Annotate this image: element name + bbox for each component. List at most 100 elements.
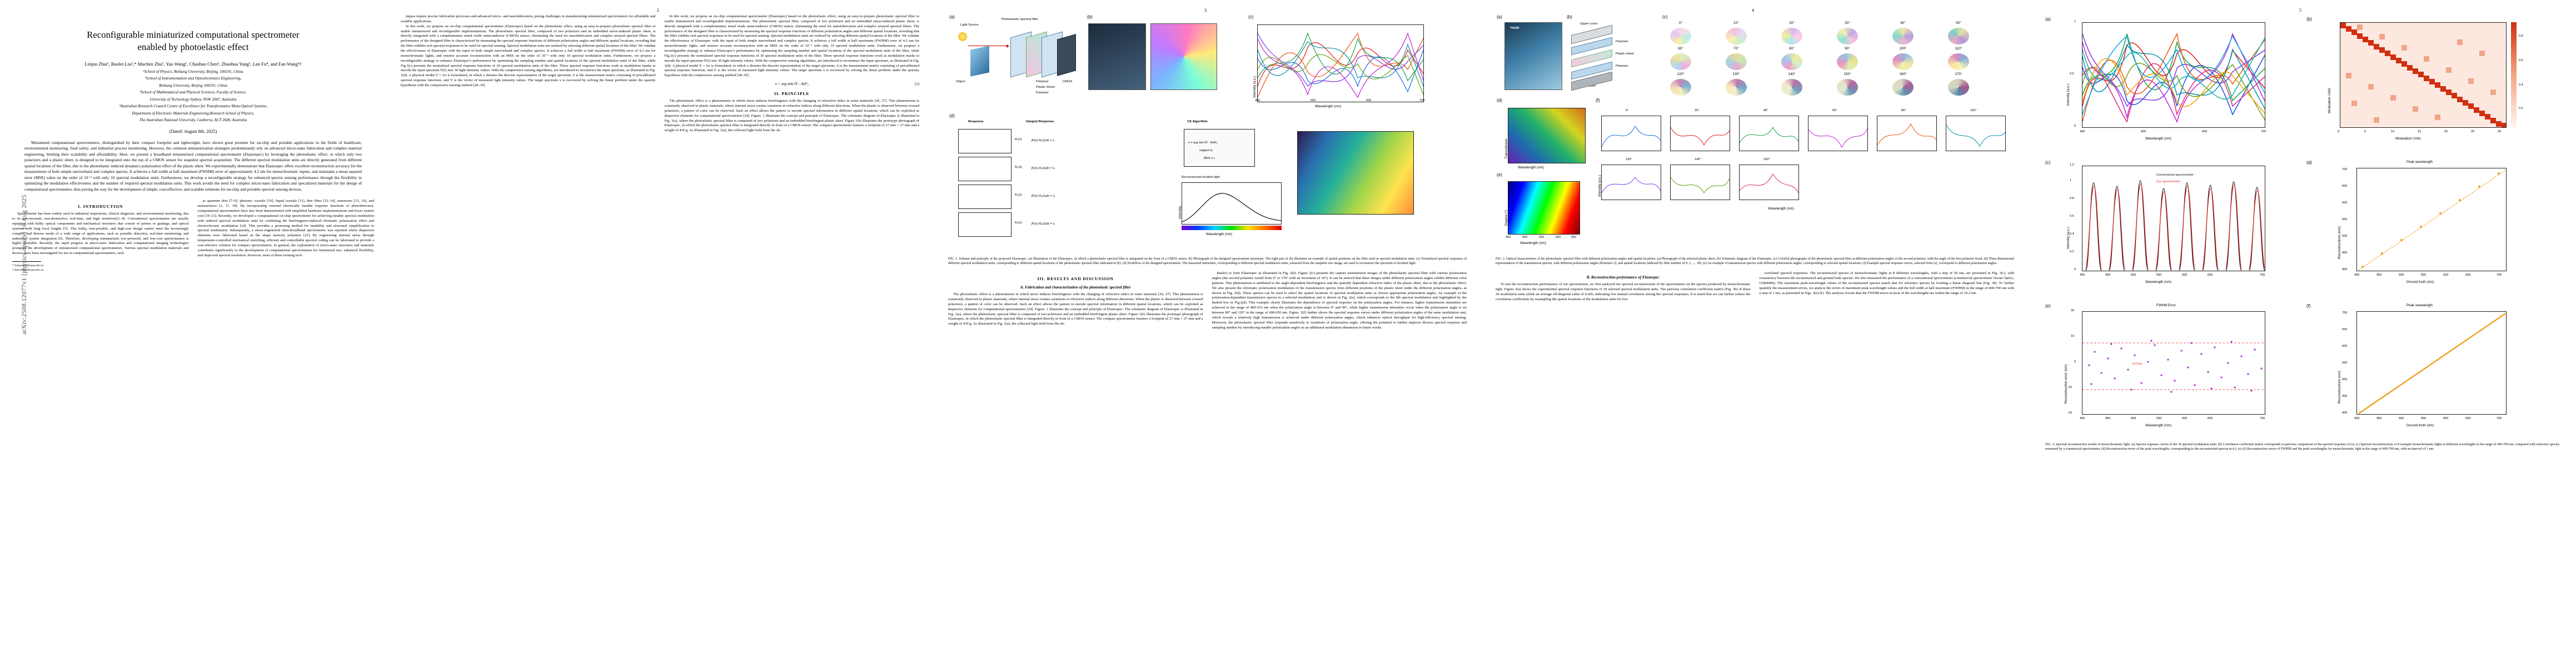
tick-y: -10	[2067, 386, 2072, 389]
page-3-columns: III. RESULTS AND DISCUSSION A. Fabricati…	[948, 271, 1467, 330]
tick-x: 0	[2338, 130, 2340, 133]
fig3a-axes	[2082, 22, 2265, 128]
tick-x: 15	[2418, 130, 2421, 133]
fig3e-scatter	[2082, 340, 2265, 393]
response-row-1	[958, 129, 1012, 153]
footnote: † fanwang@buaa.edu.cn	[12, 268, 44, 272]
schematic-label-plastic-sheet: Plastic Sheet	[1036, 86, 1055, 89]
polarization-disc	[1948, 53, 1969, 70]
spectra-angle-label: 80°	[1901, 109, 1906, 112]
panel-label-f: (f)	[2306, 303, 2311, 308]
tick-y: 20	[2071, 309, 2075, 312]
fig1c-curves	[1258, 32, 1423, 98]
object-shape	[970, 46, 989, 77]
fig2f-axes	[1601, 116, 1661, 151]
disc-angle-label: 100°	[1899, 47, 1907, 51]
fig2e-heatmap	[1508, 181, 1580, 235]
fig2f-axes	[1670, 116, 1730, 151]
date-line: (Dated: August 8th, 2025)	[169, 128, 217, 134]
affiliation: ³School of Mathematical and Physical Sci…	[139, 90, 247, 95]
colorbar-tick: 0.8	[2519, 34, 2523, 38]
polarization-disc-grid: 0° 10° 20° 30° 40° 50° 60° 70° 80° 90° 1…	[1669, 21, 2008, 96]
tick-x: 600	[1366, 99, 1372, 102]
tick-y: 0.6	[2070, 215, 2074, 218]
section-heading-introduction: I. INTRODUCTION	[78, 204, 123, 210]
tick-x: 400	[2080, 417, 2085, 420]
tick-x: 650	[2465, 273, 2471, 277]
panel-label-d: (d)	[949, 113, 955, 118]
fig3e-title: FWHM Error	[2156, 303, 2176, 307]
tick-y: 450	[2342, 395, 2348, 398]
tick-x: 600	[2182, 273, 2188, 277]
polarization-disc	[1892, 28, 1914, 44]
response-row-4	[958, 212, 1012, 237]
spectra-angle-label: 0°	[1626, 109, 1629, 112]
response-label-1: R₁(λ)	[1015, 138, 1022, 141]
abstract: Miniatured computational spectrometers, …	[24, 140, 362, 192]
tick-x: 450	[1506, 236, 1511, 239]
equation-number: (1)	[914, 82, 919, 87]
tick-y: 700	[2342, 311, 2348, 315]
fwhm-annotation: ±9.2nm	[2132, 362, 2142, 366]
axis-label-wavelength: Wavelength (nm)	[1206, 232, 1232, 236]
panel-label-b: (b)	[2306, 17, 2312, 22]
label-polarizer-bottom: Polarizer	[1616, 64, 1628, 68]
page-2: 2 niques require precise fabrication pro…	[386, 0, 934, 667]
disc-angle-label: 40°	[1900, 21, 1906, 25]
colorbar-tick: 0.2	[2519, 107, 2523, 110]
panel-label-a: (a)	[2045, 17, 2051, 22]
fig2f-axes	[1739, 116, 1799, 151]
panel-label-a: (a)	[949, 14, 955, 19]
column-right: Basler) to form Elastospec as illustrate…	[1212, 271, 1467, 330]
page-4-columns: B. Reconstruction performance of Elastos…	[1496, 271, 2014, 302]
workflow-label-integral-response: Integral Response	[1026, 120, 1054, 123]
paragraph: In this work, we propose an on-chip comp…	[401, 24, 656, 88]
fig3b-heatmap	[2340, 22, 2507, 128]
disc-angle-label: 170°	[1955, 72, 1962, 76]
title-line-2: enabled by photoelastic effect	[137, 42, 249, 53]
affiliation: The Australian National University, Canb…	[139, 118, 247, 123]
tick-x: 700	[2497, 273, 2502, 277]
figure-2: (a) (b) (c) (d) (e) (f) THOR Upper cover…	[1496, 14, 2029, 253]
disc-angle-label: 130°	[1732, 72, 1740, 76]
tick-y: 0.5	[2070, 72, 2074, 76]
affiliation: University of Technology Sydney, NSW 200…	[150, 97, 237, 102]
tick-x: 600	[2182, 417, 2188, 420]
tick-x: 25	[2471, 130, 2475, 133]
axis-label-y: Reconstructions (nm)	[2338, 371, 2341, 404]
polarization-disc	[1948, 28, 1969, 44]
tick-x: 450	[2105, 417, 2111, 420]
panel-label-a: (a)	[1497, 14, 1502, 19]
schematic-label-light-source: Light Source	[960, 23, 979, 27]
response-label-2: R₂(λ)	[1015, 166, 1022, 169]
tick-y: 10	[2071, 335, 2075, 338]
tick-x: 700	[2260, 417, 2265, 420]
affiliation-block: ¹School of Physics, Beihang University, …	[0, 69, 386, 123]
equation-text: x = arg min ‖Y - Ax‖²₂	[775, 82, 809, 87]
cs-line-2: x = arg min ‖Y - Ax‖²₂	[1188, 141, 1218, 145]
tick-y: 550	[2342, 218, 2348, 221]
page-3: 3 (a) (b) (c) (d) Light Source Object Ph…	[934, 0, 1481, 667]
tick-x: 400	[1255, 99, 1260, 102]
colorbar-tick: 0.6	[2519, 59, 2523, 62]
tick-x: 600	[2443, 417, 2449, 420]
response-label-4: R₄(λ)	[1015, 221, 1022, 225]
panel-label-f: (f)	[1596, 98, 1600, 103]
fig2f-spectra-grid: 0° 20° 40° 60° 80° 100° 120° 140° 160° W…	[1598, 108, 2012, 241]
response-row-3	[958, 185, 1012, 209]
fig2d-3d-surface	[1508, 108, 1586, 163]
panel-label-c: (c)	[1662, 14, 1668, 19]
tick-x: 550	[2421, 273, 2426, 277]
arxiv-stamp: arXiv:2508.12077v1 [physics.optics] 16 A…	[21, 195, 28, 335]
page-number: 5	[2299, 8, 2301, 13]
axis-label-transmission: Transmission	[1504, 138, 1508, 159]
tick-y: 0	[2074, 125, 2076, 128]
tick-x: 500	[2399, 417, 2404, 420]
fig3f-axes	[2356, 311, 2507, 415]
tick-y: 0	[2074, 268, 2076, 271]
panel-label-c: (c)	[1248, 14, 1254, 19]
spectra-angle-label: 60°	[1832, 109, 1837, 112]
legend-ours: Our spectrometer	[2156, 180, 2181, 183]
axis-label-x: Ground truth (nm)	[2406, 424, 2434, 427]
